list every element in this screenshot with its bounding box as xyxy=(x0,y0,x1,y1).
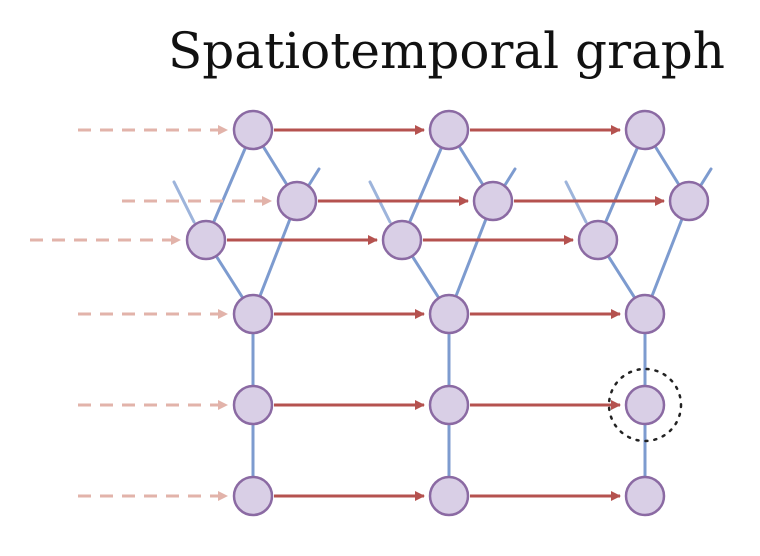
node-t3-n0 xyxy=(624,109,666,151)
node-t2-n4 xyxy=(428,384,470,426)
node-t1-n0 xyxy=(232,109,274,151)
spatial-stub-edge-t1-n2 xyxy=(172,180,196,224)
node-t3-n3 xyxy=(624,293,666,335)
node-t1-n5 xyxy=(232,475,274,517)
temporal-edges-layer xyxy=(227,125,665,501)
spatial-stub-edge-t2-n1 xyxy=(503,167,517,187)
node-t2-n0 xyxy=(428,109,470,151)
spatial-stub-edge-t3-n1 xyxy=(699,167,713,187)
node-t1-n1 xyxy=(276,180,318,222)
node-t3-n1 xyxy=(668,180,710,222)
node-t2-n5 xyxy=(428,475,470,517)
node-t1-n4 xyxy=(232,384,274,426)
diagram-title: Spatiotemporal graph xyxy=(168,22,725,80)
node-t3-n2 xyxy=(577,219,619,261)
node-t3-n4 xyxy=(624,384,666,426)
nodes-layer xyxy=(185,109,710,517)
incoming-temporal-edges-layer xyxy=(30,125,272,501)
node-t1-n3 xyxy=(232,293,274,335)
spatial-stub-edges-layer xyxy=(172,167,713,224)
highlight-ring xyxy=(607,367,683,443)
node-t2-n1 xyxy=(472,180,514,222)
node-t2-n3 xyxy=(428,293,470,335)
node-t2-n2 xyxy=(381,219,423,261)
node-t1-n2 xyxy=(185,219,227,261)
spatial-stub-edge-t1-n1 xyxy=(307,167,321,187)
highlight-layer xyxy=(607,367,683,443)
node-t3-n5 xyxy=(624,475,666,517)
